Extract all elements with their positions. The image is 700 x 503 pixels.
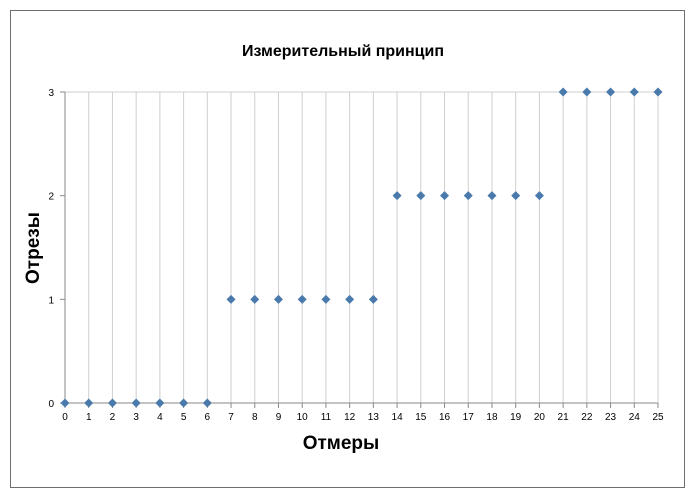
- x-tick-label: 16: [439, 412, 451, 423]
- data-point-diamond: [416, 191, 426, 201]
- data-point-diamond: [84, 398, 94, 408]
- x-tick-label: 3: [133, 412, 139, 423]
- x-tick-label: 1: [86, 412, 92, 423]
- x-tick-label: 19: [510, 412, 522, 423]
- data-point-diamond: [606, 87, 616, 97]
- data-point-diamond: [107, 398, 117, 408]
- x-tick-label: 9: [276, 412, 282, 423]
- chart-title: Измерительный принцип: [242, 43, 444, 60]
- data-point-diamond: [463, 191, 473, 201]
- data-point-diamond: [60, 398, 70, 408]
- y-axis-title: Отрезы: [23, 212, 44, 284]
- y-tick-label: 3: [48, 88, 54, 99]
- y-tick-label: 2: [48, 192, 54, 203]
- y-tick-label: 0: [48, 399, 54, 410]
- axis-layer: [60, 91, 659, 408]
- x-tick-label: 10: [297, 412, 309, 423]
- x-tick-label: 4: [157, 412, 163, 423]
- x-axis-title: Отмеры: [303, 433, 380, 454]
- data-point-diamond: [250, 294, 260, 304]
- tick-labels: 0 1 2 3 4 5 6 7 8 9 10 11 12 13 14 15 16 17 18 19 20 21 22 23 24…: [48, 88, 664, 423]
- data-points: [60, 87, 663, 408]
- data-point-diamond: [392, 191, 402, 201]
- x-tick-label: 22: [581, 412, 593, 423]
- data-point-diamond: [226, 294, 236, 304]
- x-tick-label: 0: [62, 412, 68, 423]
- x-tick-label: 14: [392, 412, 404, 423]
- x-tick-label: 5: [181, 412, 187, 423]
- x-tick-label: 23: [605, 412, 617, 423]
- data-point-diamond: [440, 191, 450, 201]
- y-tick-label: 1: [48, 295, 54, 306]
- data-point-diamond: [202, 398, 212, 408]
- x-tick-label: 12: [344, 412, 356, 423]
- data-point-diamond: [345, 294, 355, 304]
- data-point-diamond: [534, 191, 544, 201]
- data-point-diamond: [297, 294, 307, 304]
- data-point-diamond: [511, 191, 521, 201]
- data-point-diamond: [368, 294, 378, 304]
- x-tick-label: 25: [652, 412, 664, 423]
- data-point-diamond: [653, 87, 663, 97]
- data-point-diamond: [273, 294, 283, 304]
- x-tick-label: 13: [368, 412, 380, 423]
- data-point-diamond: [629, 87, 639, 97]
- x-tick-label: 17: [463, 412, 475, 423]
- grid-layer: [65, 91, 659, 403]
- data-point-diamond: [155, 398, 165, 408]
- x-tick-label: 6: [205, 412, 211, 423]
- data-point-diamond: [131, 398, 141, 408]
- x-tick-label: 18: [486, 412, 498, 423]
- x-tick-label: 7: [228, 412, 234, 423]
- x-tick-label: 21: [558, 412, 570, 423]
- x-tick-label: 15: [415, 412, 427, 423]
- data-point-diamond: [582, 87, 592, 97]
- data-point-diamond: [558, 87, 568, 97]
- data-point-diamond: [179, 398, 189, 408]
- x-tick-label: 8: [252, 412, 258, 423]
- x-tick-label: 20: [534, 412, 546, 423]
- x-tick-label: 24: [629, 412, 641, 423]
- chart-frame: [10, 10, 685, 488]
- data-point-diamond: [487, 191, 497, 201]
- x-tick-label: 2: [110, 412, 116, 423]
- data-point-diamond: [321, 294, 331, 304]
- x-tick-label: 11: [321, 412, 332, 423]
